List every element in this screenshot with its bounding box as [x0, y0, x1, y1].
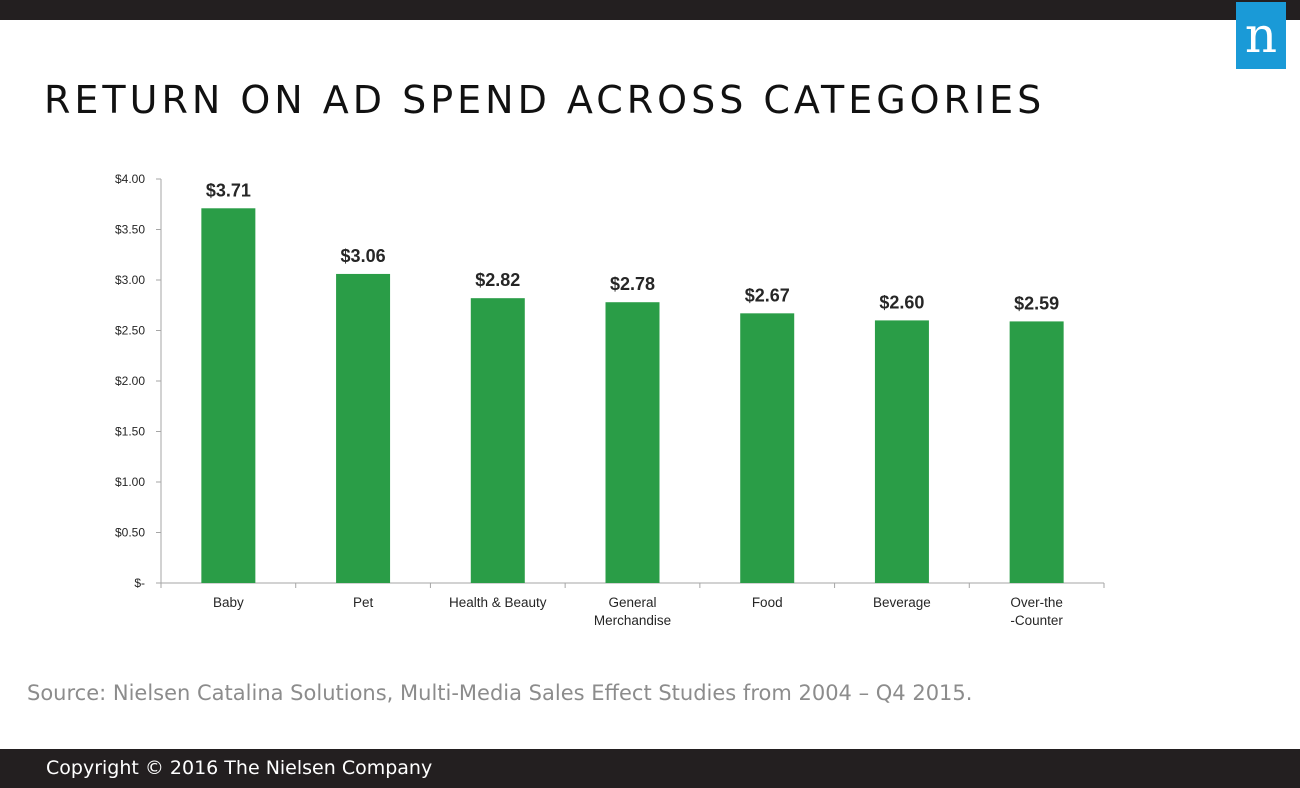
y-tick-label: $1.00 — [115, 475, 145, 489]
bar — [201, 208, 256, 583]
category-label: Baby — [213, 595, 244, 610]
data-label: $2.78 — [610, 274, 655, 294]
y-tick-label: $2.50 — [115, 324, 145, 338]
category-label: Health & Beauty — [449, 595, 547, 610]
page-title: RETURN ON AD SPEND ACROSS CATEGORIES — [44, 78, 1046, 122]
y-tick-label: $3.50 — [115, 223, 145, 237]
y-tick-label: $0.50 — [115, 526, 145, 540]
data-label: $3.71 — [206, 180, 251, 200]
bar — [1009, 321, 1064, 583]
category-label: General Merchandise — [594, 595, 671, 628]
category-label: Over-the -Counter — [1010, 595, 1063, 628]
bar — [740, 313, 795, 583]
bar — [470, 298, 525, 583]
data-label: $2.59 — [1014, 293, 1059, 313]
y-tick-label: $2.00 — [115, 374, 145, 388]
top-bar — [0, 0, 1300, 20]
category-label: Food — [752, 595, 783, 610]
y-tick-label: $4.00 — [115, 172, 145, 186]
data-label: $2.60 — [879, 292, 924, 312]
bar-chart: $- $0.50 $1.00 $1.50 $2.00 $2.50 $3.00 $3.50 $4.… — [115, 172, 1105, 628]
bar — [336, 273, 391, 583]
data-label: $3.06 — [341, 246, 386, 266]
nielsen-logo: n — [1236, 2, 1286, 69]
bar — [605, 302, 660, 583]
bar — [874, 320, 929, 583]
y-tick-label: $3.00 — [115, 273, 145, 287]
source-note: Source: Nielsen Catalina Solutions, Mult… — [27, 681, 973, 705]
y-tick-label: $- — [134, 576, 145, 590]
category-label: Pet — [353, 595, 374, 610]
category-label: Beverage — [873, 595, 931, 610]
y-tick-label: $1.50 — [115, 425, 145, 439]
bottom-bar: Copyright © 2016 The Nielsen Company — [0, 749, 1300, 788]
copyright-text: Copyright © 2016 The Nielsen Company — [46, 757, 433, 779]
data-label: $2.67 — [745, 285, 790, 305]
data-label: $2.82 — [475, 270, 520, 290]
